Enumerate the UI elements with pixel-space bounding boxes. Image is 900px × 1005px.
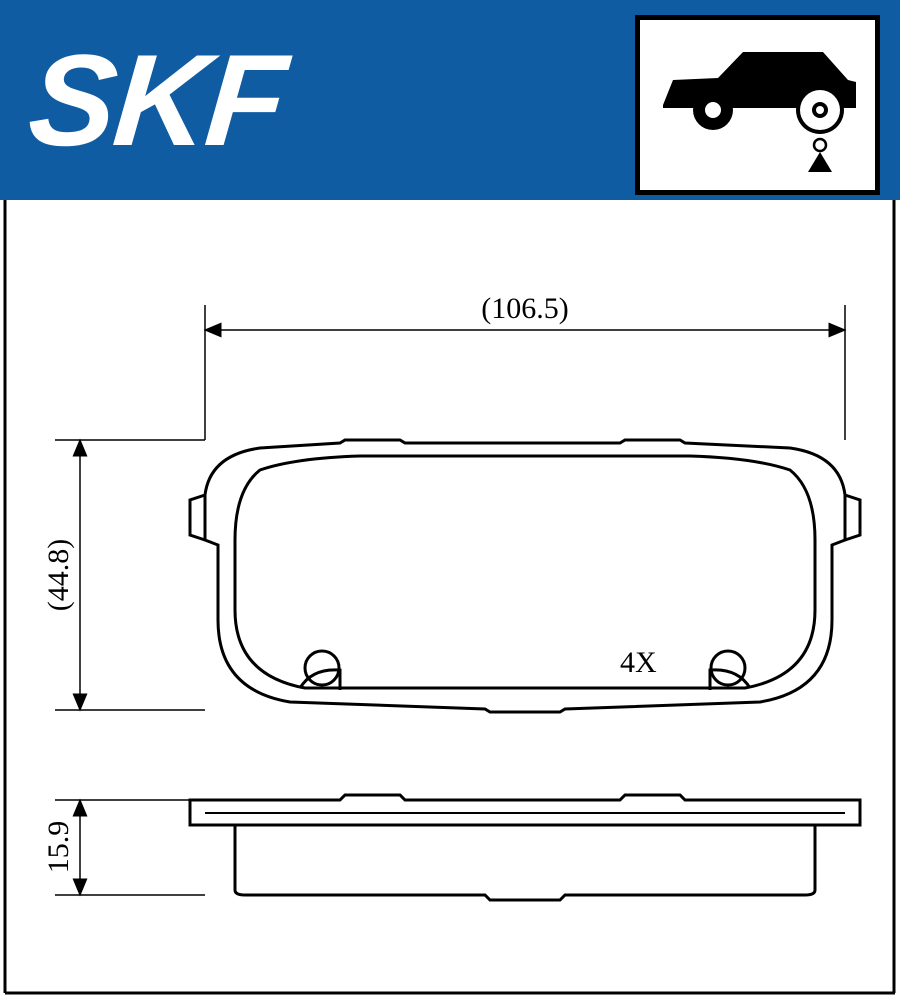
brake-pad-side-view — [190, 715, 860, 900]
position-icon-box — [635, 15, 880, 195]
quantity-label: 4X — [620, 646, 657, 679]
width-label: (106.5) — [481, 292, 568, 325]
thickness-label: 15.9 — [42, 821, 75, 874]
car-rear-icon — [648, 30, 868, 180]
brand-logo: SKF — [23, 25, 290, 175]
brake-pad-front-view: 4X — [190, 440, 860, 712]
width-dimension: (106.5) — [205, 292, 845, 440]
thickness-dimension: 15.9 — [42, 800, 205, 895]
technical-drawing: (106.5) (44.8) 15.9 — [0, 200, 900, 1000]
height-dimension: (44.8) — [42, 440, 205, 710]
header-banner: SKF — [0, 0, 900, 200]
height-label: (44.8) — [42, 539, 75, 611]
